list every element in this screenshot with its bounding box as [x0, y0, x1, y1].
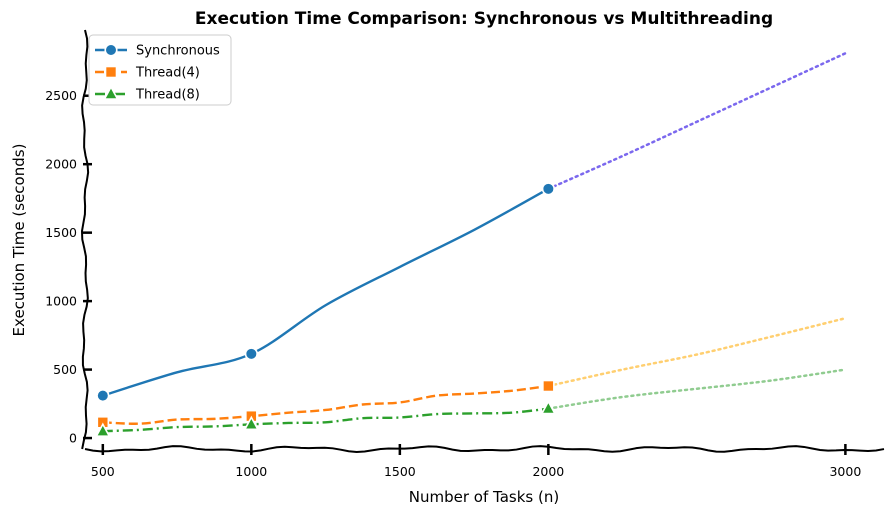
- legend: Synchronous Thread(4) Thread(8): [88, 34, 232, 106]
- series-synchronous: [96, 52, 847, 403]
- projection-line-thread-4: [547, 316, 847, 388]
- legend-marker: [104, 65, 118, 79]
- x-axis-line: [84, 445, 885, 453]
- y-tick-label: 1500: [45, 225, 77, 240]
- series-line-thread-8: [102, 407, 549, 433]
- series-line-thread-4: [102, 384, 549, 425]
- data-point-thread-8: [94, 422, 111, 437]
- x-tick-label: 500: [91, 464, 115, 479]
- legend-marker: [103, 85, 119, 100]
- series-layer: [94, 52, 847, 437]
- legend-label: Synchronous: [136, 44, 220, 59]
- ticks: 0 500 1000 1500 2000 2500 500 1000 1500 2000 3000: [45, 88, 861, 479]
- y-tick-label: 2500: [45, 88, 77, 103]
- y-axis-line: [80, 29, 90, 450]
- y-tick-label: 1000: [45, 294, 77, 309]
- data-point-thread-8: [243, 415, 260, 431]
- data-point-synchronous: [541, 182, 555, 196]
- legend-label: Thread(8): [135, 88, 200, 103]
- x-tick-label: 2000: [532, 464, 564, 479]
- x-axis-label: Number of Tasks (n): [409, 488, 559, 506]
- series-thread-8: [94, 368, 847, 437]
- y-tick-label: 0: [69, 431, 77, 446]
- x-tick-label: 1500: [384, 464, 416, 479]
- series-line-synchronous: [102, 187, 549, 397]
- data-point-synchronous: [96, 388, 110, 403]
- y-axis-label: Execution Time (seconds): [10, 144, 28, 337]
- x-tick-label: 1000: [235, 464, 267, 479]
- legend-marker: [104, 43, 118, 57]
- series-thread-4: [96, 316, 847, 429]
- legend-box: [88, 34, 232, 106]
- legend-label: Thread(4): [135, 66, 200, 81]
- axes: [80, 29, 885, 453]
- projection-line-synchronous: [547, 52, 847, 191]
- legend-item: Thread(8): [95, 85, 200, 103]
- y-tick-label: 2000: [45, 157, 77, 172]
- y-tick-label: 500: [53, 362, 77, 377]
- data-point-thread-4: [542, 379, 555, 393]
- x-tick-label: 3000: [829, 464, 861, 479]
- data-point-thread-8: [540, 399, 557, 415]
- projection-line-thread-8: [547, 368, 847, 410]
- data-point-synchronous: [244, 347, 258, 361]
- chart-title: Execution Time Comparison: Synchronous v…: [195, 9, 773, 29]
- legend-item: Thread(4): [95, 66, 200, 81]
- legend-item: Synchronous: [95, 43, 220, 59]
